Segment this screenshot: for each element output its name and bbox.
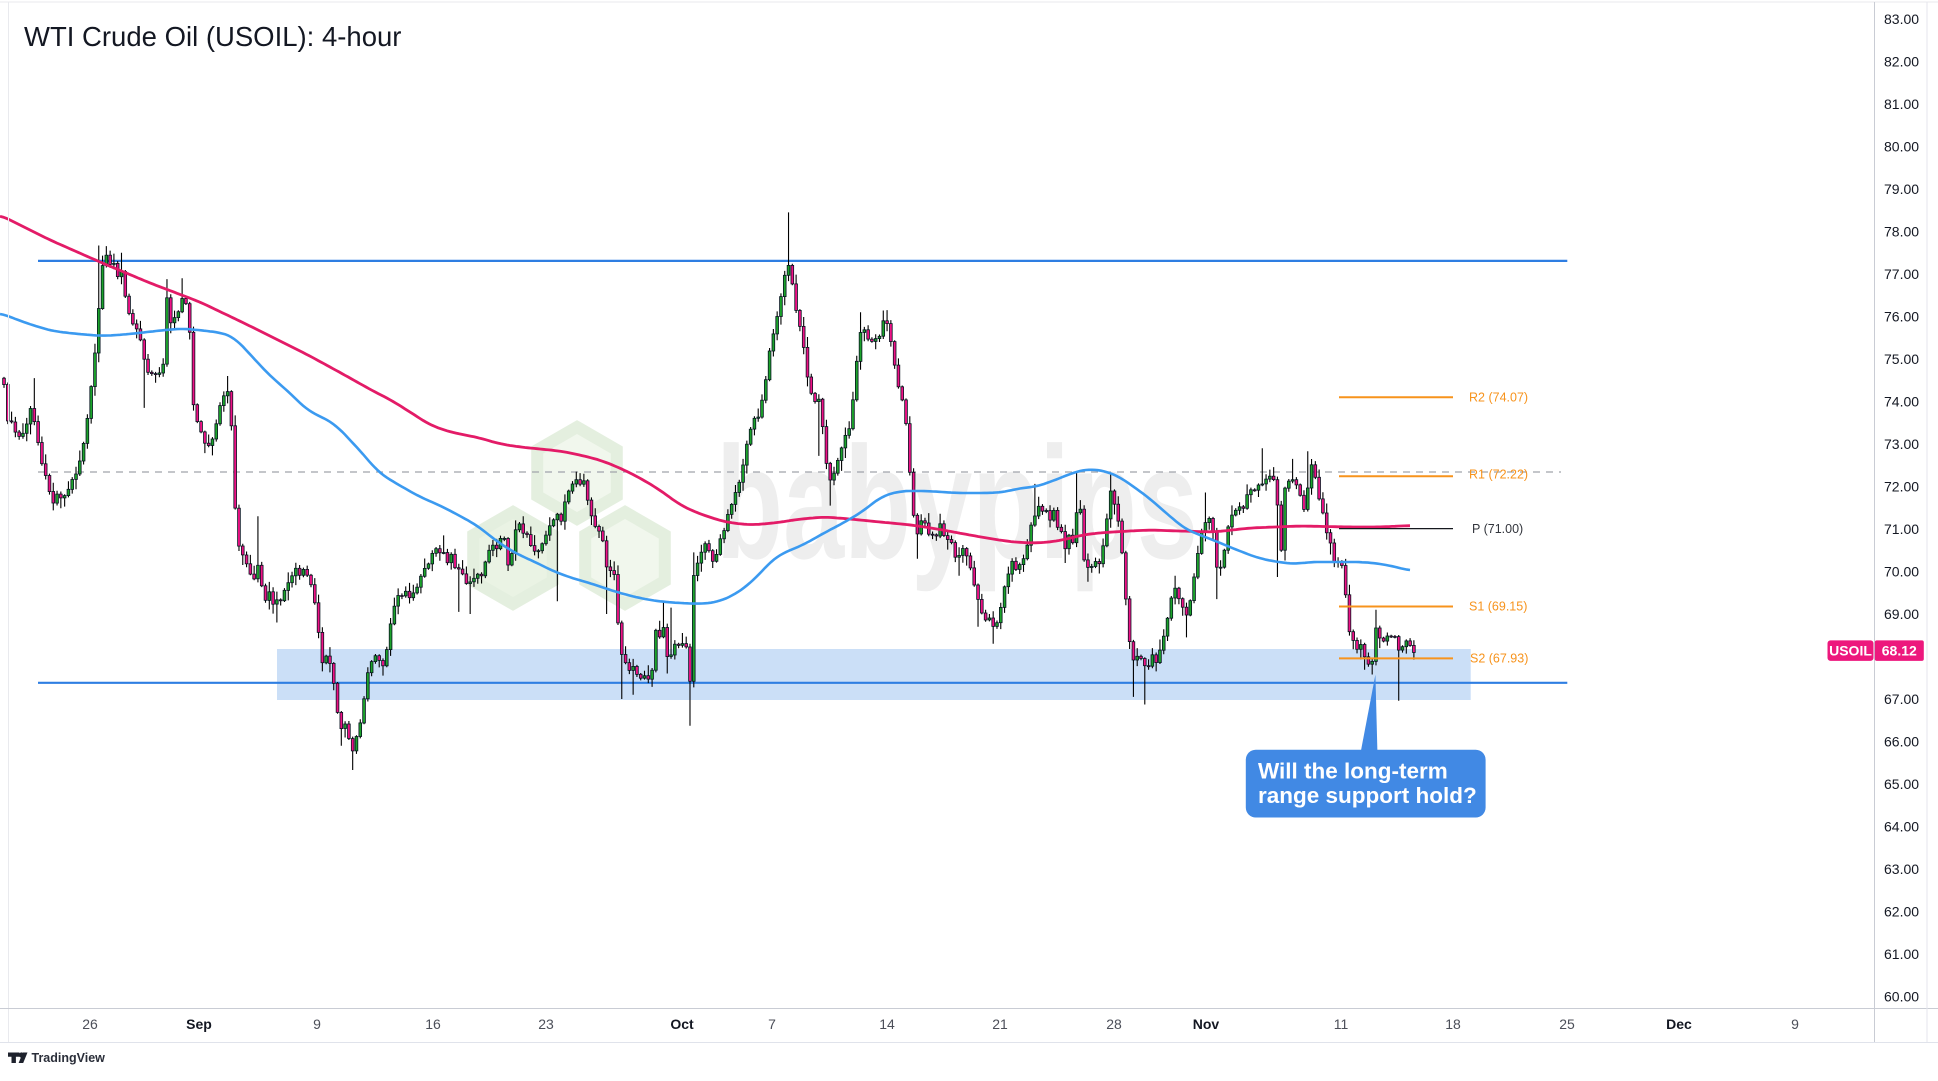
svg-text:63.00: 63.00 (1884, 861, 1919, 877)
svg-text:P (71.00): P (71.00) (1472, 522, 1523, 536)
svg-text:R2 (74.07): R2 (74.07) (1469, 391, 1528, 405)
svg-text:61.00: 61.00 (1884, 946, 1919, 962)
svg-text:S1 (69.15): S1 (69.15) (1469, 600, 1527, 614)
svg-text:82.00: 82.00 (1884, 54, 1919, 70)
svg-text:14: 14 (879, 1016, 895, 1032)
svg-text:70.00: 70.00 (1884, 564, 1919, 580)
svg-text:79.00: 79.00 (1884, 181, 1919, 197)
svg-text:16: 16 (425, 1016, 441, 1032)
svg-text:65.00: 65.00 (1884, 776, 1919, 792)
svg-text:60.00: 60.00 (1884, 989, 1919, 1005)
svg-text:Dec: Dec (1666, 1016, 1692, 1032)
svg-text:64.00: 64.00 (1884, 819, 1919, 835)
svg-text:Oct: Oct (670, 1016, 694, 1032)
svg-text:69.00: 69.00 (1884, 606, 1919, 622)
svg-text:25: 25 (1559, 1016, 1575, 1032)
svg-text:WTI Crude Oil (USOIL): 4-hour: WTI Crude Oil (USOIL): 4-hour (24, 21, 401, 52)
svg-text:S2 (67.93): S2 (67.93) (1470, 652, 1528, 666)
svg-text:28: 28 (1106, 1016, 1122, 1032)
svg-text:67.00: 67.00 (1884, 691, 1919, 707)
svg-text:74.00: 74.00 (1884, 394, 1919, 410)
svg-text:Sep: Sep (186, 1016, 212, 1032)
svg-text:18: 18 (1445, 1016, 1461, 1032)
svg-text:11: 11 (1334, 1016, 1349, 1032)
svg-text:23: 23 (538, 1016, 554, 1032)
svg-text:7: 7 (768, 1016, 776, 1032)
svg-text:R1 (72.22): R1 (72.22) (1469, 468, 1528, 482)
svg-text:9: 9 (1791, 1016, 1799, 1032)
svg-text:USOIL: USOIL (1829, 643, 1872, 659)
svg-text:TradingView: TradingView (32, 1051, 106, 1065)
svg-text:81.00: 81.00 (1884, 96, 1919, 112)
svg-text:72.00: 72.00 (1884, 479, 1919, 495)
svg-text:75.00: 75.00 (1884, 351, 1919, 367)
svg-text:83.00: 83.00 (1884, 11, 1919, 27)
svg-text:26: 26 (82, 1016, 98, 1032)
svg-text:68.12: 68.12 (1882, 643, 1917, 659)
svg-text:78.00: 78.00 (1884, 224, 1919, 240)
svg-text:73.00: 73.00 (1884, 436, 1919, 452)
svg-text:71.00: 71.00 (1884, 521, 1919, 537)
svg-text:Will the long-term: Will the long-term (1258, 759, 1448, 784)
svg-text:Nov: Nov (1193, 1016, 1220, 1032)
svg-text:range support hold?: range support hold? (1258, 783, 1477, 808)
svg-text:21: 21 (992, 1016, 1008, 1032)
svg-text:66.00: 66.00 (1884, 734, 1919, 750)
svg-text:babypips: babypips (716, 413, 1198, 592)
svg-text:9: 9 (313, 1016, 321, 1032)
svg-text:62.00: 62.00 (1884, 904, 1919, 920)
svg-text:77.00: 77.00 (1884, 266, 1919, 282)
svg-text:76.00: 76.00 (1884, 309, 1919, 325)
svg-text:80.00: 80.00 (1884, 139, 1919, 155)
